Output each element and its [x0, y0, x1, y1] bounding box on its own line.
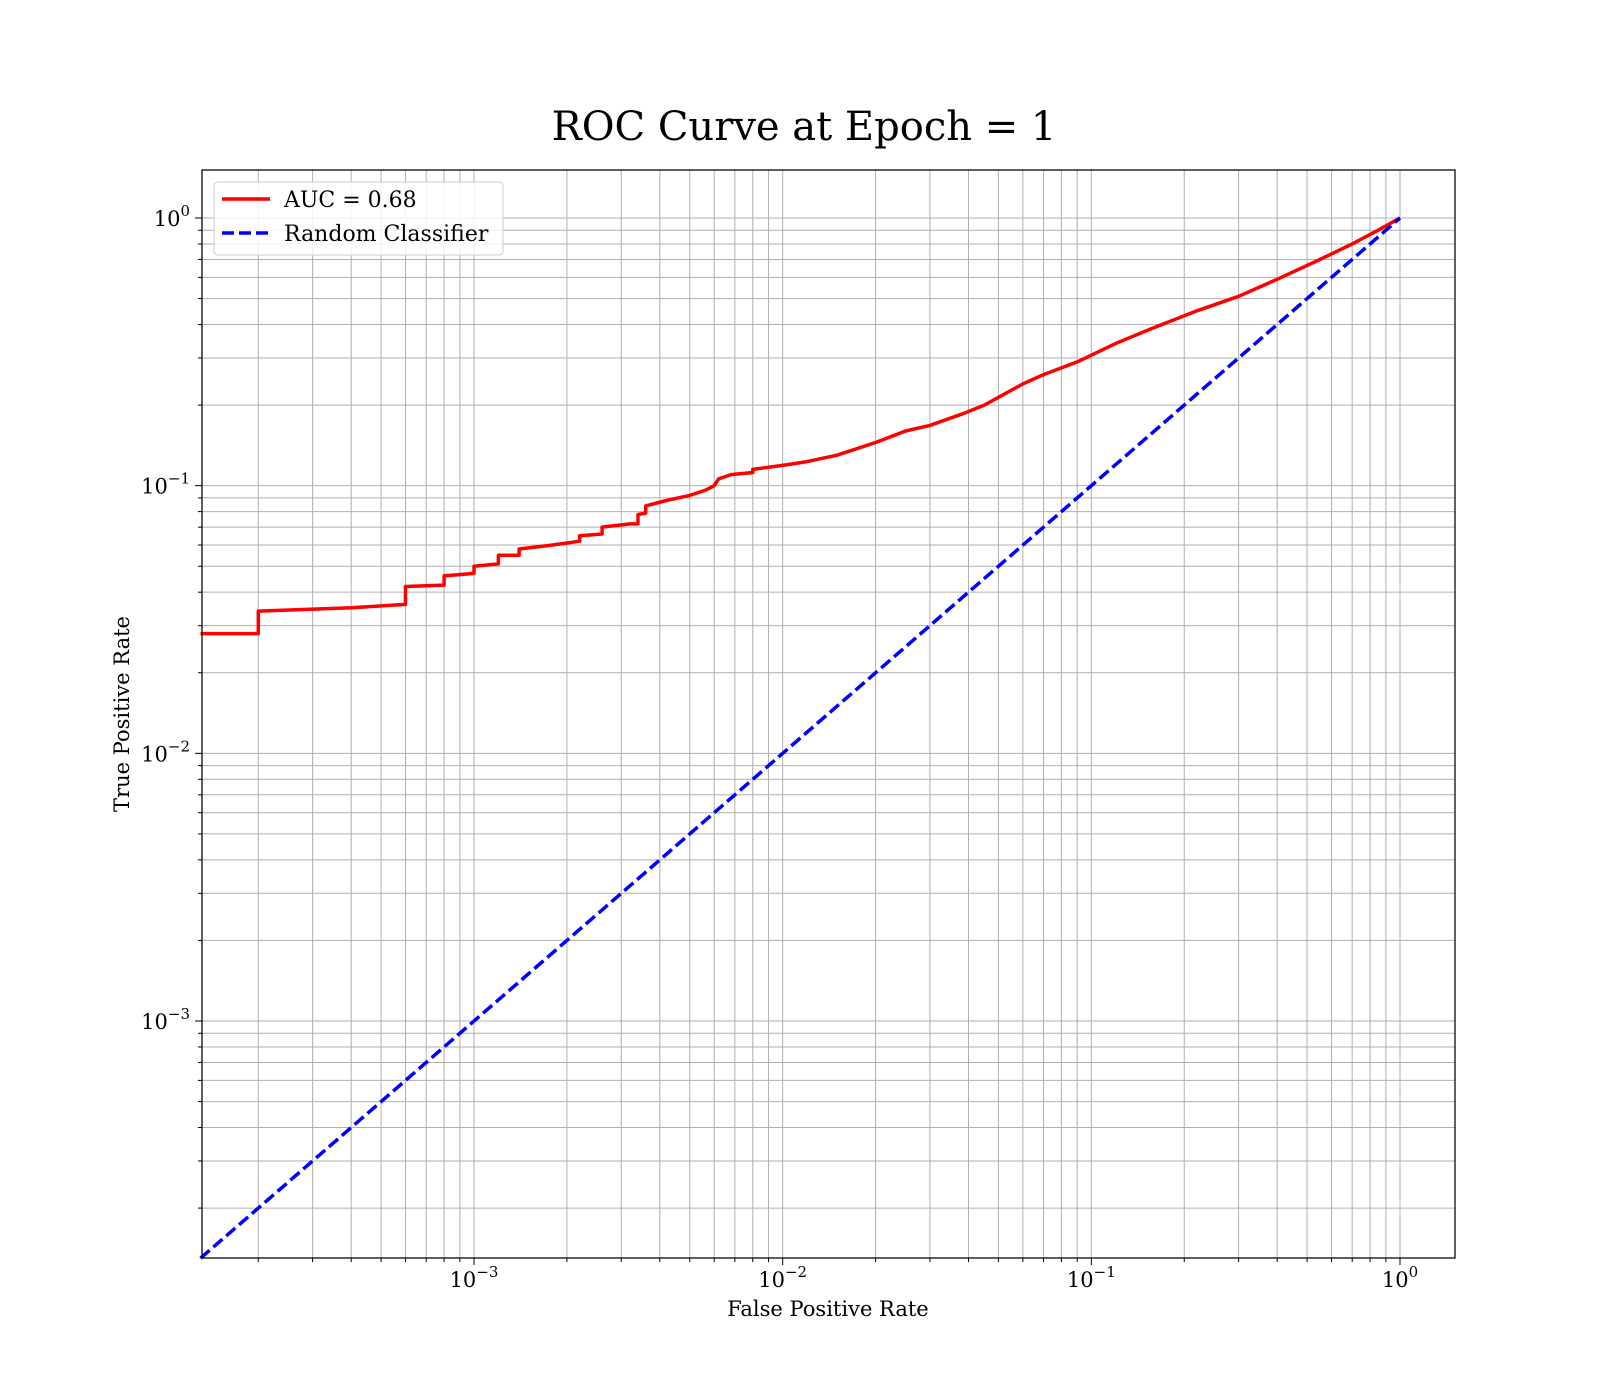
legend-label-random: Random Classifier [284, 222, 489, 247]
y-tick-label: 10−3 [141, 1005, 190, 1034]
x-axis-label: False Positive Rate [727, 1297, 928, 1321]
x-tick-label: 100 [1382, 1263, 1418, 1292]
grid-lines [202, 170, 1455, 1258]
axis-ticks: 10−3 10−2 10−1 100 10−3 10−2 10−1 100 [141, 202, 1418, 1292]
y-axis-label: True Positive Rate [110, 616, 134, 812]
legend-label-auc: AUC = 0.68 [283, 188, 417, 213]
y-tick-label: 10−2 [141, 737, 190, 766]
x-tick-label: 10−2 [758, 1263, 807, 1292]
y-tick-label: 100 [154, 202, 190, 231]
roc-curve-line [200, 216, 1401, 636]
plot-frame [201, 169, 1456, 1259]
legend: AUC = 0.68 Random Classifier [213, 181, 504, 256]
random-classifier-line [199, 216, 1402, 1260]
y-tick-label: 10−1 [141, 470, 190, 499]
x-tick-label: 10−3 [450, 1263, 499, 1292]
legend-box [213, 181, 504, 256]
chart-title: ROC Curve at Epoch = 1 [552, 104, 1057, 150]
plot-area [199, 216, 1402, 1260]
x-tick-label: 10−1 [1067, 1263, 1116, 1292]
